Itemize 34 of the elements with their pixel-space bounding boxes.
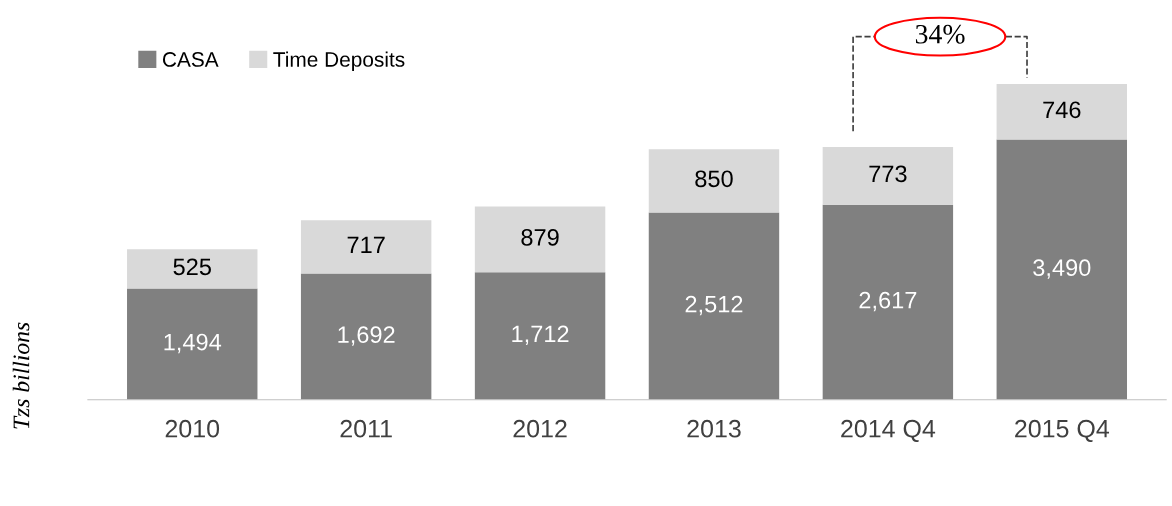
bar <box>474 272 606 400</box>
data-label: 3,490 <box>1033 259 1091 279</box>
data-label: 1,712 <box>512 325 569 346</box>
text: 34% <box>915 24 965 44</box>
bar <box>822 147 954 205</box>
bar <box>127 249 258 289</box>
data-label: 525 <box>173 258 211 276</box>
bar <box>474 206 606 273</box>
x-tick-label: 2010 <box>165 419 220 438</box>
bar <box>648 212 780 400</box>
x-tick-label: 2012 <box>513 419 567 438</box>
data-label: 773 <box>869 165 907 183</box>
data-label: 2,617 <box>859 291 917 312</box>
x-tick-label: 2011 <box>340 419 392 438</box>
bar <box>648 149 780 213</box>
bar <box>822 204 954 400</box>
data-label: 1,494 <box>164 333 222 354</box>
bar <box>996 84 1128 140</box>
legend-label: CASA <box>162 52 219 67</box>
data-label: 879 <box>521 228 559 246</box>
data-label: 850 <box>695 170 733 188</box>
bar <box>300 273 432 400</box>
x-tick-label: 2015 Q4 <box>1015 419 1110 443</box>
data-label: 2,512 <box>685 295 743 316</box>
x-tick-label: 2014 Q4 <box>841 419 936 443</box>
legend-label: Time Deposits <box>273 51 405 71</box>
bar <box>996 139 1128 400</box>
data-label: 1,692 <box>338 326 395 346</box>
bar <box>127 288 258 400</box>
data-label: 746 <box>1043 101 1081 119</box>
x-tick-label: 2013 <box>687 419 741 438</box>
bar <box>300 220 432 274</box>
data-label: 717 <box>347 236 385 254</box>
y-axis-title: Tzs billions <box>12 322 30 429</box>
